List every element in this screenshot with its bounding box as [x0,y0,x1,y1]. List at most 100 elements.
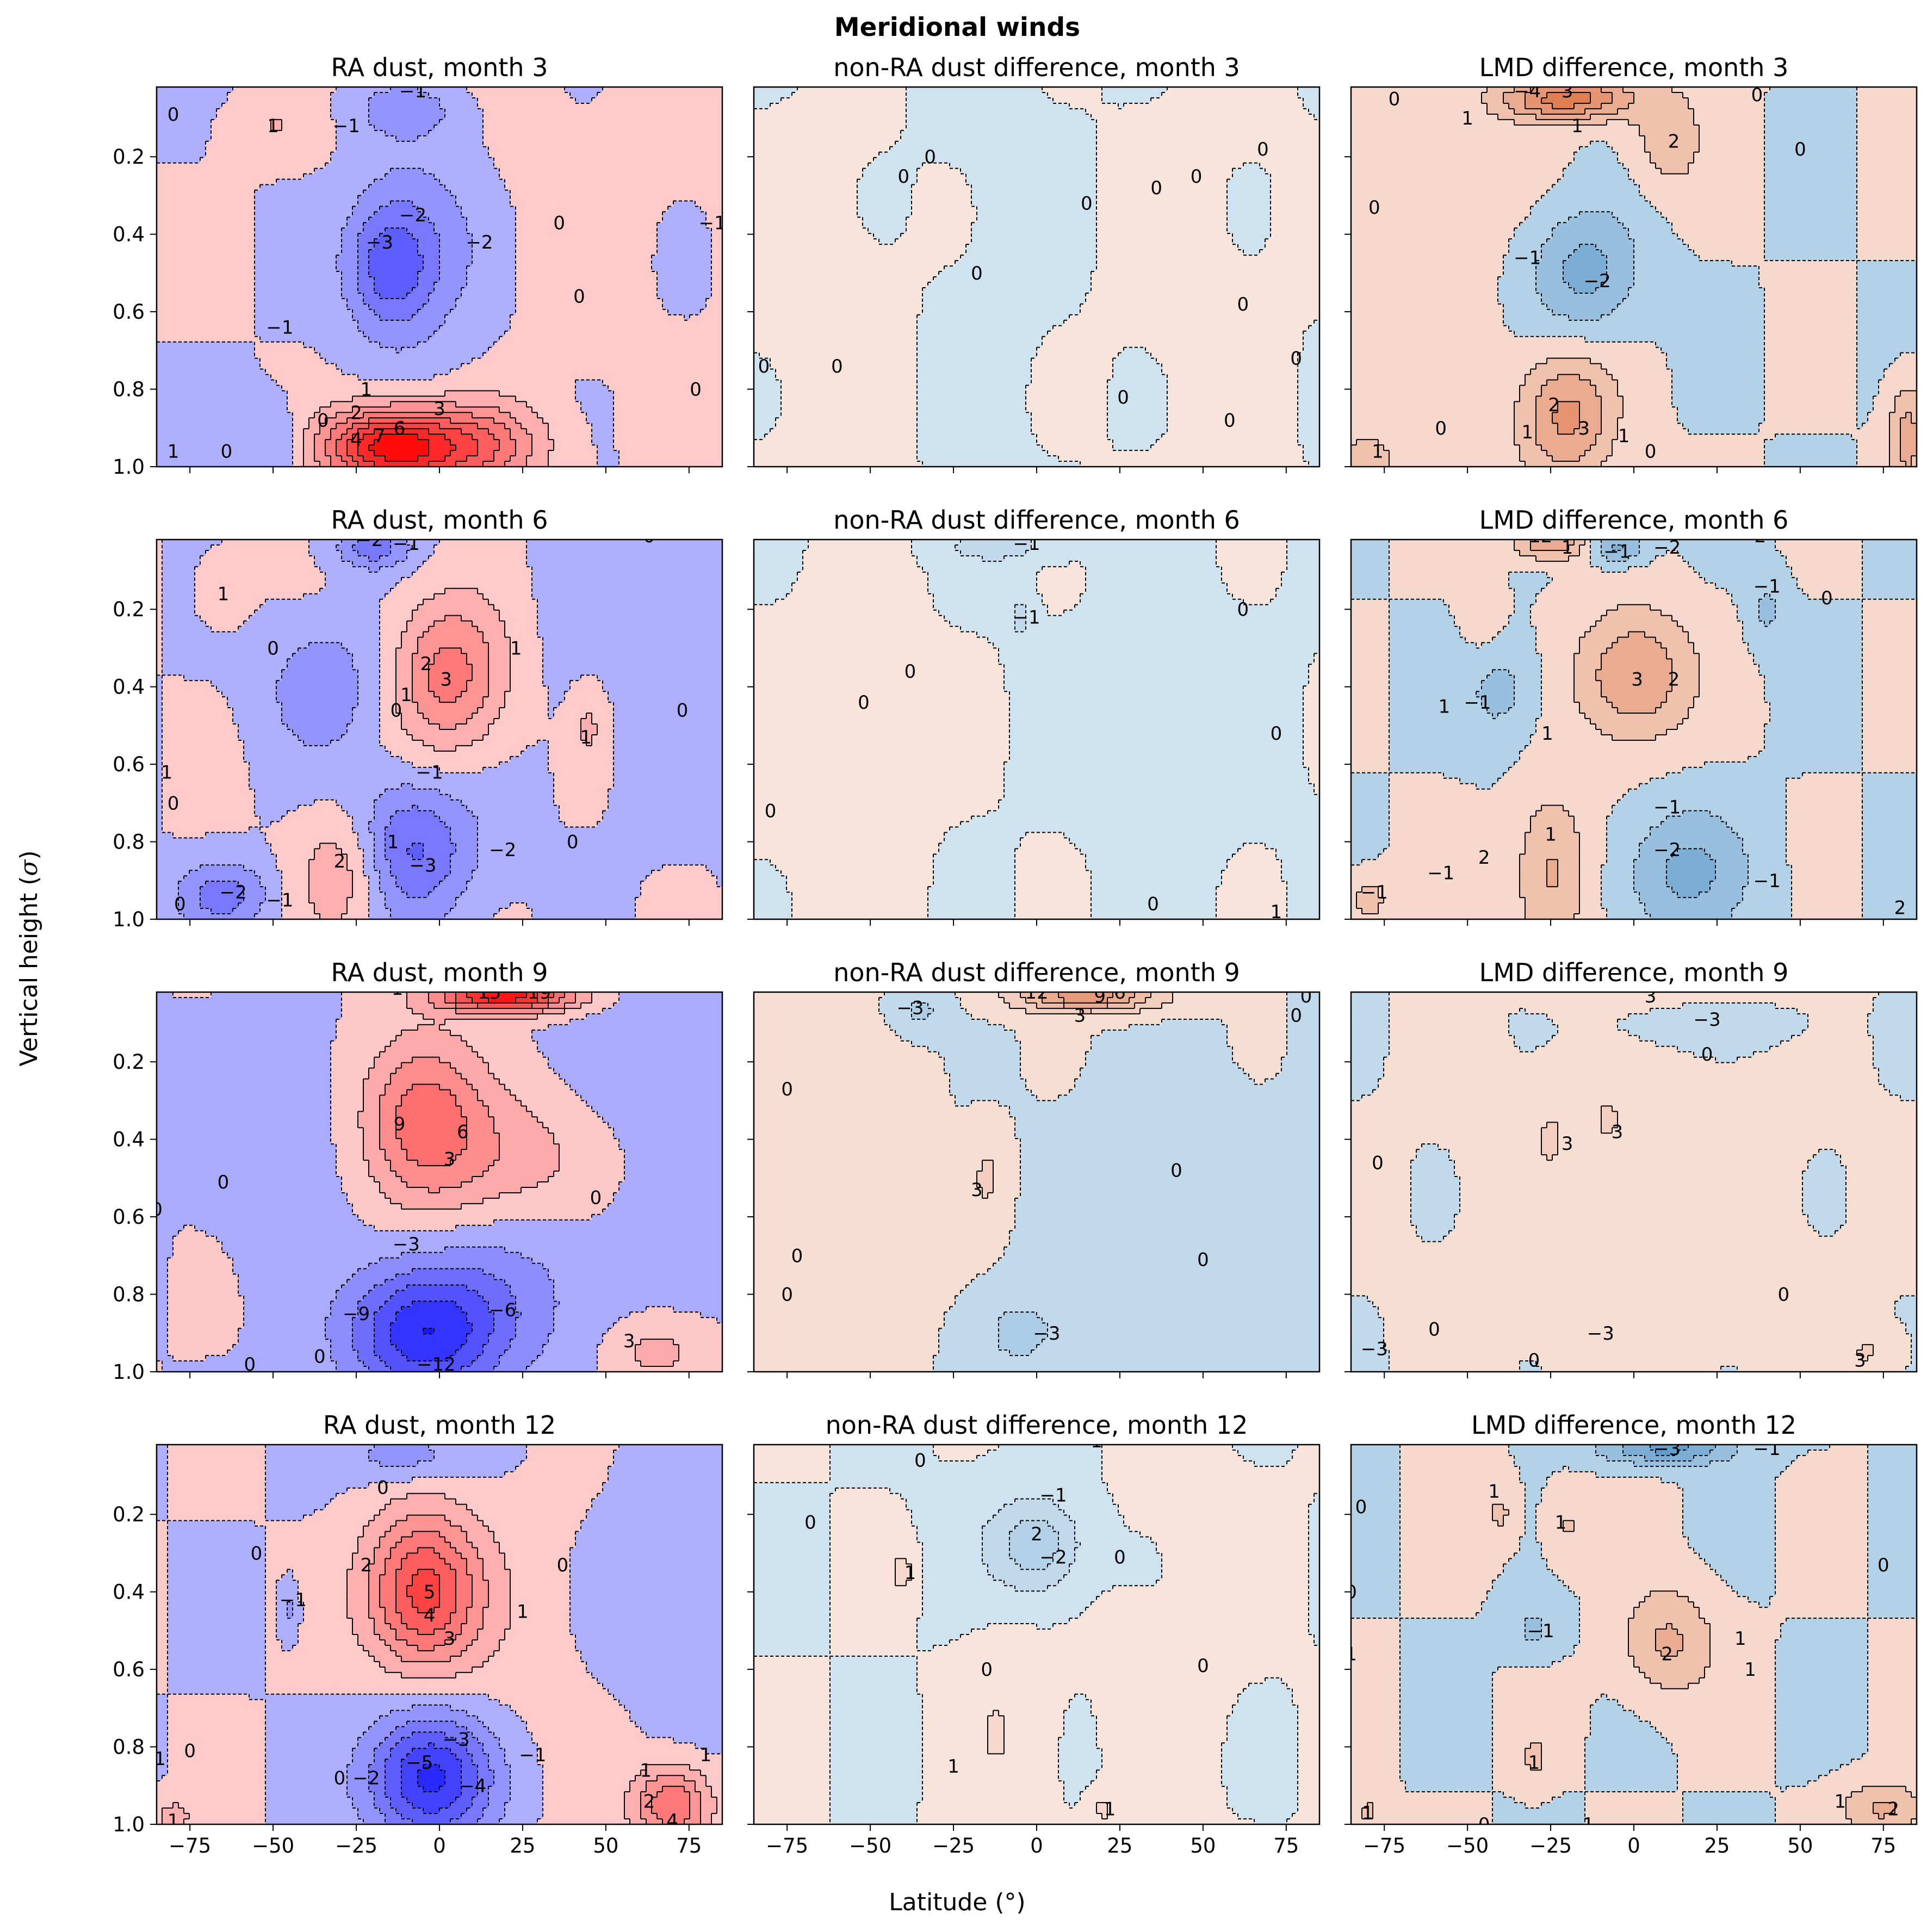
field-cell [559,152,565,158]
field-cell [662,315,668,321]
field-cell [662,266,668,272]
field-cell [369,103,375,109]
field-cell [189,103,195,109]
field-cell [450,261,456,267]
field-cell [646,282,652,288]
field-cell [679,299,685,305]
field-cell [184,174,190,180]
field-cell [662,293,668,299]
field-cell [374,222,380,228]
field-cell [450,277,456,283]
field-cell [271,147,277,153]
field-cell [624,98,630,104]
field-cell [407,147,413,153]
field-cell [581,212,587,218]
field-cell [260,217,266,223]
field-cell [184,98,190,104]
field-cell [396,250,402,256]
field-cell [320,212,326,218]
field-cell [363,315,369,321]
field-cell [548,125,554,131]
field-cell [418,103,424,109]
field-cell [526,92,532,98]
field-cell [429,179,435,185]
field-cell [499,147,505,153]
field-cell [494,250,500,256]
field-cell [391,103,396,109]
field-cell [271,190,277,196]
field-cell [347,195,353,201]
field-cell [216,87,222,93]
field-cell [423,179,429,185]
field-cell [603,136,609,142]
field-cell [494,152,500,158]
field-cell [608,217,614,223]
field-cell [516,217,522,223]
field-cell [478,337,484,343]
field-cell [293,331,299,337]
field-cell [505,120,511,126]
field-cell [293,98,299,104]
field-cell [657,288,663,294]
field-cell [303,271,309,277]
field-cell [162,255,168,261]
field-cell [456,309,462,315]
field-cell [603,342,609,348]
field-cell [668,87,674,93]
field-cell [603,201,609,207]
field-cell [352,331,358,337]
field-cell [695,190,701,196]
field-cell [570,163,576,169]
field-cell [532,288,538,294]
field-cell [652,206,658,212]
field-cell [369,98,375,104]
field-cell [450,271,456,277]
field-cell [418,342,424,348]
field-cell [494,222,500,228]
field-cell [673,320,679,326]
field-cell [624,141,630,147]
field-cell [635,109,641,115]
field-cell [450,266,456,272]
field-cell [614,169,619,175]
field-cell [282,131,288,137]
field-cell [478,331,484,337]
field-cell [222,250,228,256]
field-cell [706,169,712,175]
field-cell [494,179,500,185]
field-cell [314,87,320,93]
field-cell [662,120,668,126]
field-cell [347,158,353,164]
field-cell [320,147,326,153]
field-cell [233,141,239,147]
field-cell [429,293,435,299]
field-cell [450,184,456,190]
field-cell [505,331,511,337]
field-cell [706,125,712,131]
field-cell [461,261,467,267]
field-cell [646,277,652,283]
field-cell [189,92,195,98]
field-cell [298,309,304,315]
field-cell [608,337,614,343]
field-cell [521,342,527,348]
field-cell [499,337,505,343]
field-cell [391,120,396,126]
field-cell [325,212,331,218]
field-cell [668,195,674,201]
field-cell [287,261,293,267]
field-cell [358,217,364,223]
field-cell [282,282,288,288]
field-cell [619,293,625,299]
field-cell [472,342,478,348]
field-cell [630,163,636,169]
field-cell [309,326,315,332]
field-cell [396,120,402,126]
field-cell [619,266,625,272]
field-cell [548,195,554,201]
field-cell [711,326,717,332]
field-cell [423,266,429,272]
field-cell [276,190,282,196]
field-cell [271,266,277,272]
field-cell [532,282,538,288]
